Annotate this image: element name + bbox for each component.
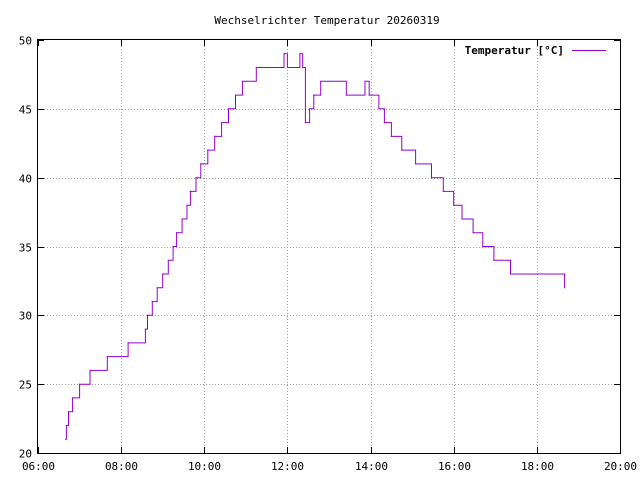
legend: Temperatur [°C] <box>465 44 606 57</box>
data-point <box>453 204 455 206</box>
data-point <box>79 383 81 385</box>
data-point <box>189 190 191 192</box>
data-point <box>313 94 315 96</box>
temperature-series-line <box>65 53 566 440</box>
data-point <box>461 218 463 220</box>
grid-lines <box>38 40 620 453</box>
x-tick-label: 12:00 <box>271 460 304 473</box>
data-point <box>186 204 188 206</box>
data-point <box>415 163 417 165</box>
x-axis-ticks: 06:00 08:00 10:00 12:00 14:00 16:00 18:00 20:00 <box>22 40 637 473</box>
data-point <box>227 108 230 110</box>
plot-frame <box>37 39 621 454</box>
data-point <box>172 245 174 248</box>
data-point <box>442 190 444 192</box>
data-point <box>368 94 370 96</box>
data-point <box>146 314 149 316</box>
y-tick-label: 20 <box>19 448 32 461</box>
data-point <box>65 438 67 440</box>
data-point <box>167 259 169 261</box>
data-point <box>401 149 403 151</box>
data-point <box>89 369 91 371</box>
y-tick-label: 50 <box>19 35 32 48</box>
y-axis-ticks: 20 25 30 35 40 45 50 <box>19 35 620 461</box>
data-point <box>162 273 164 275</box>
data-point <box>378 108 380 110</box>
series-layer <box>65 53 566 440</box>
data-point <box>509 273 512 275</box>
data-point <box>345 94 347 96</box>
data-point <box>72 397 74 399</box>
data-point <box>151 301 153 303</box>
data-point <box>176 232 178 234</box>
y-tick-label: 45 <box>19 104 32 117</box>
data-point <box>286 66 288 69</box>
data-point <box>383 122 385 124</box>
data-point <box>214 135 216 137</box>
y-tick-label: 40 <box>19 173 32 186</box>
data-point <box>430 177 433 179</box>
data-point <box>221 122 223 124</box>
data-point <box>127 342 129 344</box>
data-point <box>364 80 366 82</box>
data-point <box>493 259 495 261</box>
data-point <box>482 245 484 248</box>
x-tick-label: 16:00 <box>438 460 471 473</box>
data-point <box>309 108 311 110</box>
data-point <box>241 80 243 82</box>
data-point <box>564 287 566 289</box>
data-point <box>304 122 306 124</box>
x-tick-label: 08:00 <box>105 460 138 473</box>
data-point <box>302 66 304 69</box>
data-point <box>283 53 285 55</box>
data-point <box>255 66 257 69</box>
data-point <box>65 424 67 427</box>
y-tick-label: 35 <box>19 242 32 255</box>
x-tick-label: 18:00 <box>521 460 554 473</box>
data-point <box>200 163 202 165</box>
data-point <box>536 273 538 275</box>
data-point <box>156 287 158 289</box>
data-point <box>207 149 209 151</box>
data-point <box>390 135 392 137</box>
chart-title: Wechselrichter Temperatur 20260319 <box>214 14 439 27</box>
legend-label: Temperatur [°C] <box>465 44 564 57</box>
x-tick-label: 06:00 <box>22 460 55 473</box>
data-point <box>234 94 237 96</box>
data-point <box>530 273 532 275</box>
data-point <box>195 177 197 179</box>
data-point <box>320 80 322 82</box>
y-tick-label: 30 <box>19 310 32 323</box>
x-tick-label: 10:00 <box>188 460 221 473</box>
data-point <box>144 328 146 330</box>
data-point <box>181 218 183 220</box>
data-point <box>67 411 70 413</box>
data-point <box>472 232 474 234</box>
data-point <box>106 356 108 358</box>
data-point <box>299 53 301 55</box>
x-tick-label: 20:00 <box>604 460 637 473</box>
y-tick-label: 25 <box>19 379 32 392</box>
x-tick-label: 14:00 <box>355 460 388 473</box>
